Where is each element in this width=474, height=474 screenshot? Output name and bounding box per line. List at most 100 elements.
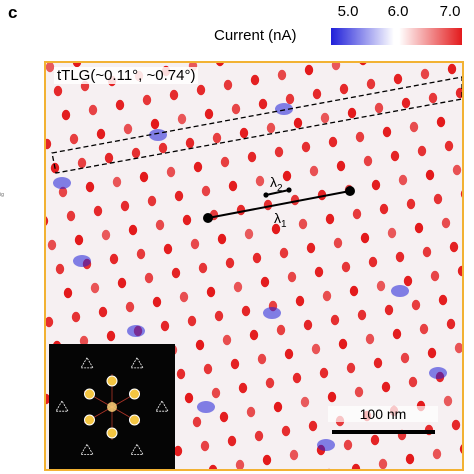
lattice-spot [376, 280, 386, 292]
lattice-spot [74, 234, 84, 246]
lattice-spot [192, 416, 202, 428]
blue-domain [429, 367, 447, 379]
lattice-spot [303, 319, 313, 331]
lattice-spot [436, 116, 446, 128]
lattice-spot [79, 335, 89, 347]
lattice-spot [276, 324, 286, 336]
lattice-spot [182, 214, 192, 226]
lattice-spot [241, 305, 251, 317]
fft-inner-peak [129, 388, 140, 400]
lattice-spot [147, 195, 157, 207]
lattice-spot [430, 270, 440, 282]
lattice-spot [338, 338, 348, 350]
lattice-spot [309, 165, 319, 177]
lattice-spot [390, 150, 400, 162]
lattice-spot [406, 198, 416, 210]
lattice-spot [144, 272, 154, 284]
lattice-spot [200, 440, 210, 452]
lattice-spot [255, 175, 265, 187]
sample-label: tTLG(~0.11°, ~0.74°) [54, 67, 199, 84]
lattice-spot [230, 358, 240, 370]
colorbar-tick-low: 5.0 [337, 3, 359, 20]
lattice-spot [363, 155, 373, 167]
lattice-spot [289, 449, 299, 461]
lattice-spot [384, 304, 394, 316]
lambda2-endpoint-b [286, 187, 292, 193]
lattice-spot [451, 419, 461, 431]
lattice-spot [85, 181, 95, 193]
lattice-spot [217, 233, 227, 245]
lattice-spot [225, 257, 235, 269]
lattice-spot [400, 352, 410, 364]
lattice-spot [401, 97, 411, 109]
fft-center [107, 402, 117, 412]
lattice-spot [106, 330, 116, 342]
lattice-spot [414, 222, 424, 234]
current-map-frame: tTLG(~0.11°, ~0.74°) λ2 λ1 100 nm [44, 61, 464, 471]
fft-outer-peak [80, 356, 94, 369]
lattice-spot [311, 343, 321, 355]
lattice-spot [433, 193, 443, 205]
lattice-spot [279, 247, 289, 259]
lattice-spot [378, 458, 388, 469]
fft-inner-peak [84, 414, 95, 426]
lattice-spot [88, 104, 98, 116]
lattice-spot [66, 210, 76, 222]
lattice-spot [246, 406, 256, 418]
lattice-spot [176, 368, 186, 380]
lattice-spot [419, 323, 429, 335]
lambda1-label: λ1 [274, 210, 287, 230]
lattice-spot [223, 79, 233, 91]
lattice-spot [455, 87, 462, 99]
fft-inner-peak [106, 375, 118, 387]
lattice-spot [123, 123, 133, 135]
lattice-spot [282, 170, 292, 182]
lattice-spot [365, 333, 375, 345]
lattice-spot [379, 203, 389, 215]
lattice-spot [128, 224, 138, 236]
lattice-spot [93, 205, 103, 217]
lattice-spot [206, 286, 216, 298]
lattice-spot [351, 463, 361, 469]
colorbar [331, 28, 462, 45]
fft-inner-peak [129, 414, 140, 426]
lattice-spot [366, 78, 376, 90]
lattice-spot [96, 128, 106, 140]
lattice-spot [382, 126, 392, 138]
lattice-spot [360, 232, 370, 244]
lattice-spot [46, 138, 52, 150]
lattice-spot [125, 301, 135, 313]
lattice-spot [368, 256, 378, 268]
lattice-spot [320, 112, 330, 124]
blue-domain [53, 177, 71, 189]
lattice-spot [446, 318, 456, 330]
blue-domain [197, 401, 215, 413]
lattice-spot [370, 434, 380, 446]
lattice-spot [257, 353, 267, 365]
lattice-spot [336, 160, 346, 172]
lambda1-line [207, 190, 351, 219]
lattice-spot [387, 227, 397, 239]
lattice-spot [46, 316, 54, 328]
lattice-spot [244, 228, 254, 240]
blue-domain [391, 285, 409, 297]
lattice-spot [63, 287, 73, 299]
lambda1-endpoint-b [345, 186, 355, 196]
lattice-spot [285, 93, 295, 105]
lambda1-endpoint-a [203, 213, 213, 223]
lattice-spot [160, 320, 170, 332]
lattice-spot [204, 108, 214, 120]
lattice-spot [61, 109, 71, 121]
lattice-spot [277, 69, 287, 81]
blue-domain [149, 129, 167, 141]
lattice-spot [395, 251, 405, 263]
lattice-spot [55, 263, 65, 275]
fft-outer-peak [55, 400, 69, 412]
lattice-spot [136, 248, 146, 260]
lattice-spot [341, 261, 351, 273]
lattice-spot [216, 63, 224, 67]
lattice-spot [319, 367, 329, 379]
lattice-spot [190, 238, 200, 250]
lattice-spot [330, 314, 340, 326]
lambda2-line [265, 189, 290, 196]
